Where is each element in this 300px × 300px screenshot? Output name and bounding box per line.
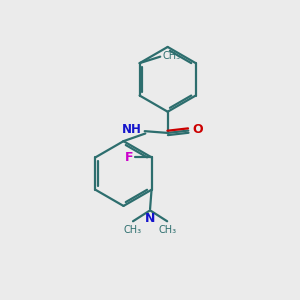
Text: NH: NH [122,124,142,136]
Text: N: N [145,212,155,225]
Text: CH₃: CH₃ [162,51,180,61]
Text: CH₃: CH₃ [124,225,142,235]
Text: F: F [124,151,133,164]
Text: O: O [192,123,203,136]
Text: CH₃: CH₃ [158,225,176,235]
